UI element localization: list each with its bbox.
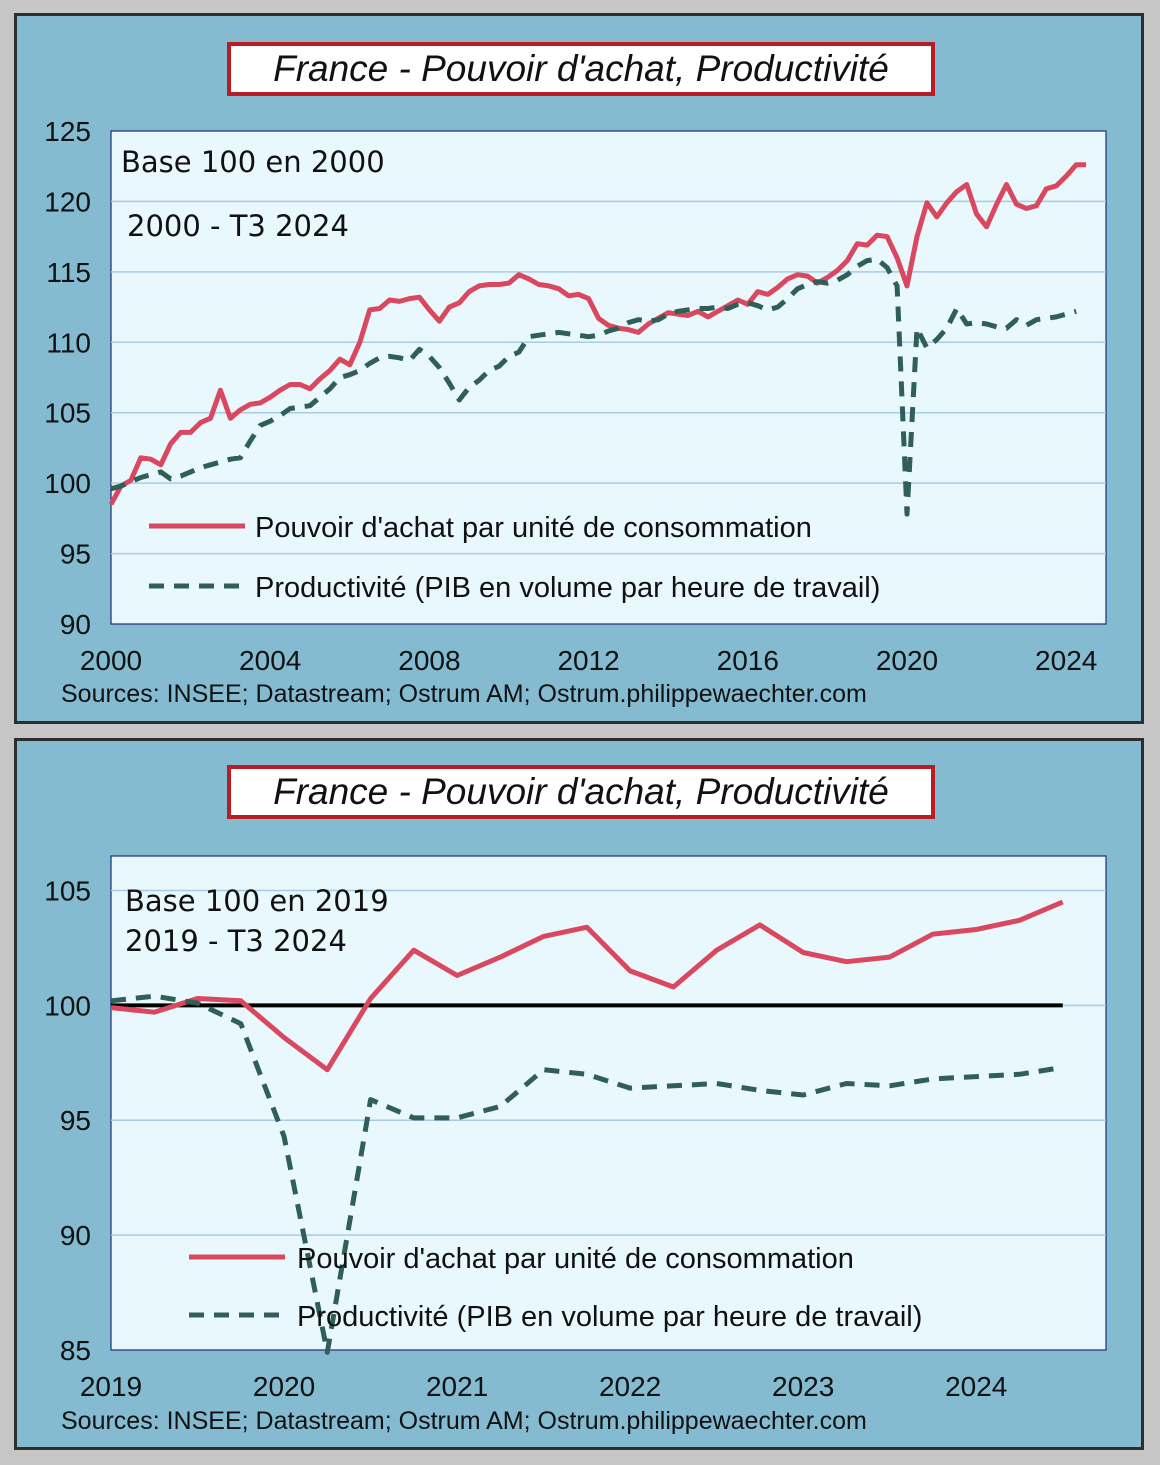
grid-lines — [111, 200, 1106, 555]
source-note: Sources: INSEE; Datastream; Ostrum AM; O… — [61, 1407, 867, 1435]
legend-label-purchasing-power: Pouvoir d'achat par unité de consommatio… — [297, 1243, 854, 1275]
plot-area — [110, 130, 1107, 625]
note-period: 2000 - T3 2024 — [127, 209, 349, 243]
series-lines — [110, 899, 1064, 1355]
legend-label-productivity: Productivité (PIB en volume par heure de… — [297, 1301, 922, 1333]
y-tick-label: 105 — [44, 875, 91, 906]
y-tick-label: 90 — [60, 1220, 91, 1251]
y-tick-label: 95 — [60, 539, 91, 570]
y-tick-label: 120 — [44, 186, 91, 217]
series-line-productivity — [110, 993, 1064, 1355]
chart-title: France - Pouvoir d'achat, Productivité — [227, 42, 935, 96]
x-axis: 2019 2020 2021 2022 2023 2024 — [80, 1371, 1008, 1402]
x-tick-label: 2023 — [772, 1371, 834, 1402]
x-tick-label: 2004 — [239, 645, 301, 676]
y-tick-label: 95 — [60, 1105, 91, 1136]
x-tick-label: 2020 — [253, 1371, 315, 1402]
source-note: Sources: INSEE; Datastream; Ostrum AM; O… — [61, 680, 867, 708]
series-line-productivity — [110, 256, 1077, 517]
y-tick-label: 90 — [60, 609, 91, 640]
chart-svg: 85 90 95 100 105 2019 2020 2021 2022 2023 2024 Ba… — [44, 855, 1107, 1402]
series-line-purchasing-power — [110, 899, 1064, 1073]
x-tick-label: 2019 — [80, 1371, 142, 1402]
chart-note: Base 100 en 2000 2000 - T3 2024 — [121, 145, 385, 243]
plot-area — [110, 855, 1107, 1351]
chart-note: Base 100 en 2019 2019 - T3 2024 — [125, 884, 389, 958]
x-tick-label: 2012 — [557, 645, 619, 676]
y-tick-label: 105 — [44, 398, 91, 429]
series-line-purchasing-power — [108, 162, 1087, 506]
x-tick-label: 2021 — [426, 1371, 488, 1402]
y-axis: 85 90 95 100 105 — [44, 875, 91, 1366]
legend-label-productivity: Productivité (PIB en volume par heure de… — [255, 572, 880, 604]
legend: Pouvoir d'achat par unité de consommatio… — [189, 1243, 922, 1333]
x-tick-label: 2020 — [876, 645, 938, 676]
x-axis: 2000 2004 2008 2012 2016 2020 2024 — [80, 645, 1097, 676]
note-base: Base 100 en 2019 — [125, 884, 389, 918]
note-period: 2019 - T3 2024 — [125, 924, 347, 958]
chart-panel-top: France - Pouvoir d'achat, Productivité 9… — [14, 13, 1144, 724]
x-tick-label: 2016 — [717, 645, 779, 676]
x-tick-label: 2024 — [945, 1371, 1007, 1402]
x-tick-label: 2008 — [398, 645, 460, 676]
x-tick-label: 2022 — [599, 1371, 661, 1402]
y-tick-label: 100 — [44, 990, 91, 1021]
x-tick-label: 2000 — [80, 645, 142, 676]
y-tick-label: 110 — [46, 327, 91, 358]
y-tick-label: 115 — [46, 257, 91, 288]
x-tick-label: 2024 — [1035, 645, 1097, 676]
y-tick-label: 100 — [44, 468, 91, 499]
y-axis: 90 95 100 105 110 115 120 125 — [44, 116, 91, 640]
chart-title: France - Pouvoir d'achat, Productivité — [227, 765, 935, 819]
note-base: Base 100 en 2000 — [121, 145, 385, 179]
series-lines — [108, 162, 1087, 517]
y-tick-label: 125 — [44, 116, 91, 147]
chart-panel-bottom: France - Pouvoir d'achat, Productivité 8… — [14, 738, 1144, 1450]
legend-label-purchasing-power: Pouvoir d'achat par unité de consommatio… — [255, 512, 812, 544]
y-tick-label: 85 — [60, 1335, 91, 1366]
legend: Pouvoir d'achat par unité de consommatio… — [149, 512, 880, 604]
